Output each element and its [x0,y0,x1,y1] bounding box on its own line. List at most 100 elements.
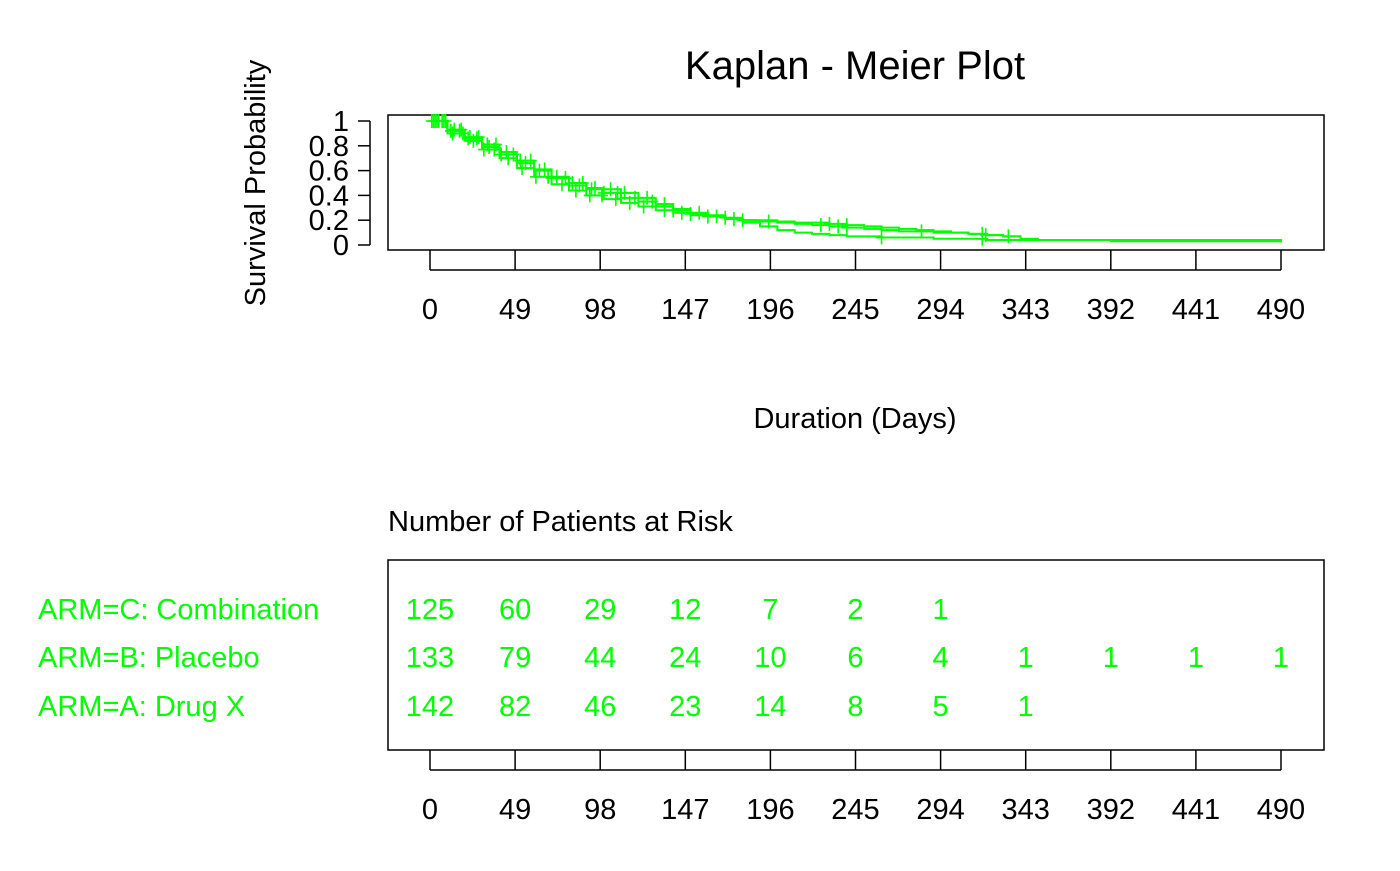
risk-count: 6 [847,642,863,674]
risk-count: 125 [406,594,454,626]
censor-mark [604,182,617,197]
censor-mark [595,188,608,203]
censor-mark [542,169,555,184]
risk-x-tick-label: 147 [661,794,709,826]
censor-mark [637,199,650,214]
risk-count: 1 [1018,691,1034,723]
risk-count: 2 [847,594,863,626]
censor-mark [623,195,636,210]
y-tick-label: 1 [333,106,349,138]
risk-count: 79 [499,642,531,674]
censor-mark [693,205,706,220]
risk-count: 1 [1273,642,1289,674]
censor-mark [875,230,888,245]
y-tick-label: 0.2 [309,205,349,237]
risk-count: 1 [1018,642,1034,674]
censor-mark [456,126,469,141]
plot-frame [387,114,1325,251]
risk-x-tick-label: 490 [1257,794,1305,826]
y-tick-label: 0.6 [309,156,349,188]
censor-mark [658,203,671,218]
survival-curve [430,120,1282,243]
risk-count: 10 [754,642,786,674]
censor-mark [814,218,827,233]
risk-row-label: ARM=A: Drug X [38,691,245,723]
risk-x-tick-label: 49 [499,794,531,826]
censor-mark [609,192,622,207]
risk-count: 133 [406,642,454,674]
censor-mark [516,161,529,176]
censor-mark [502,151,515,166]
censor-mark [675,205,688,220]
x-axis-label: Duration (Days) [753,403,956,435]
risk-count: 60 [499,594,531,626]
censor-mark [727,211,740,226]
plot-x-tick-label: 490 [1257,294,1305,326]
risk-x-tick-label: 392 [1087,794,1135,826]
plot-x-tick-label: 98 [584,294,616,326]
survival-curve [430,120,1282,242]
risk-table-title: Number of Patients at Risk [388,506,733,538]
y-tick-label: 0 [333,230,349,262]
plot-x-tick-label: 0 [422,294,438,326]
risk-count: 82 [499,691,531,723]
risk-x-tick-label: 196 [746,794,794,826]
censor-mark [524,153,537,168]
plot-x-tick-label: 147 [661,294,709,326]
censor-mark [832,219,845,234]
risk-count: 12 [669,594,701,626]
censor-mark [915,224,928,239]
censor-mark [538,162,551,177]
plot-x-tick-label: 245 [831,294,879,326]
censor-mark [529,169,542,184]
plot-x-tick-label: 343 [1002,294,1050,326]
chart-title: Kaplan - Meier Plot [685,44,1025,88]
risk-count: 1 [1188,642,1204,674]
censor-mark [976,231,989,246]
censor-mark [467,133,480,148]
risk-count: 44 [584,642,616,674]
censor-mark [840,218,853,233]
censor-mark [611,185,624,200]
plot-x-tick-label: 196 [746,294,794,326]
risk-count: 23 [669,691,701,723]
plot-x-tick-label: 294 [916,294,964,326]
risk-count: 5 [933,691,949,723]
risk-row-label: ARM=B: Placebo [38,642,260,674]
risk-count: 1 [933,594,949,626]
risk-x-tick-label: 0 [422,794,438,826]
risk-count: 46 [584,691,616,723]
censor-mark [585,182,598,197]
censor-mark [569,183,582,198]
risk-count: 14 [754,691,786,723]
risk-x-tick-label: 294 [916,794,964,826]
censor-mark [437,114,450,128]
censor-mark [555,177,568,192]
censor-mark [446,126,459,141]
y-tick-label: 0.4 [309,180,349,212]
censor-mark [477,142,490,157]
plot-x-tick-label: 441 [1172,294,1220,326]
risk-count: 4 [933,642,949,674]
plot-x-tick-label: 392 [1087,294,1135,326]
risk-x-tick-label: 343 [1002,794,1050,826]
plot-x-tick-label: 49 [499,294,531,326]
censor-mark [583,188,596,203]
risk-count: 29 [584,594,616,626]
censor-mark [500,145,513,159]
censor-mark [701,209,714,224]
risk-count: 8 [847,691,863,723]
risk-x-tick-label: 441 [1172,794,1220,826]
risk-table-layer: ARM=C: Combination 125 60 29 12 7 2 1 ARM=B: Pla… [38,594,1289,723]
plot-layer: 00.20.40.60.810 49 98 147 196 245 294 343 392 441… [309,106,1306,826]
y-tick-label: 0.8 [309,131,349,163]
risk-count: 1 [1103,642,1119,674]
risk-count: 7 [762,594,778,626]
y-axis-label: Survival Probability [240,59,272,306]
risk-row-label: ARM=C: Combination [38,594,319,626]
censor-mark [488,142,501,157]
censor-mark [823,216,836,231]
risk-x-tick-label: 245 [831,794,879,826]
